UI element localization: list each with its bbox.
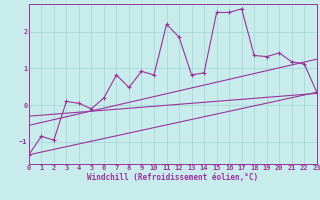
X-axis label: Windchill (Refroidissement éolien,°C): Windchill (Refroidissement éolien,°C) bbox=[87, 173, 258, 182]
